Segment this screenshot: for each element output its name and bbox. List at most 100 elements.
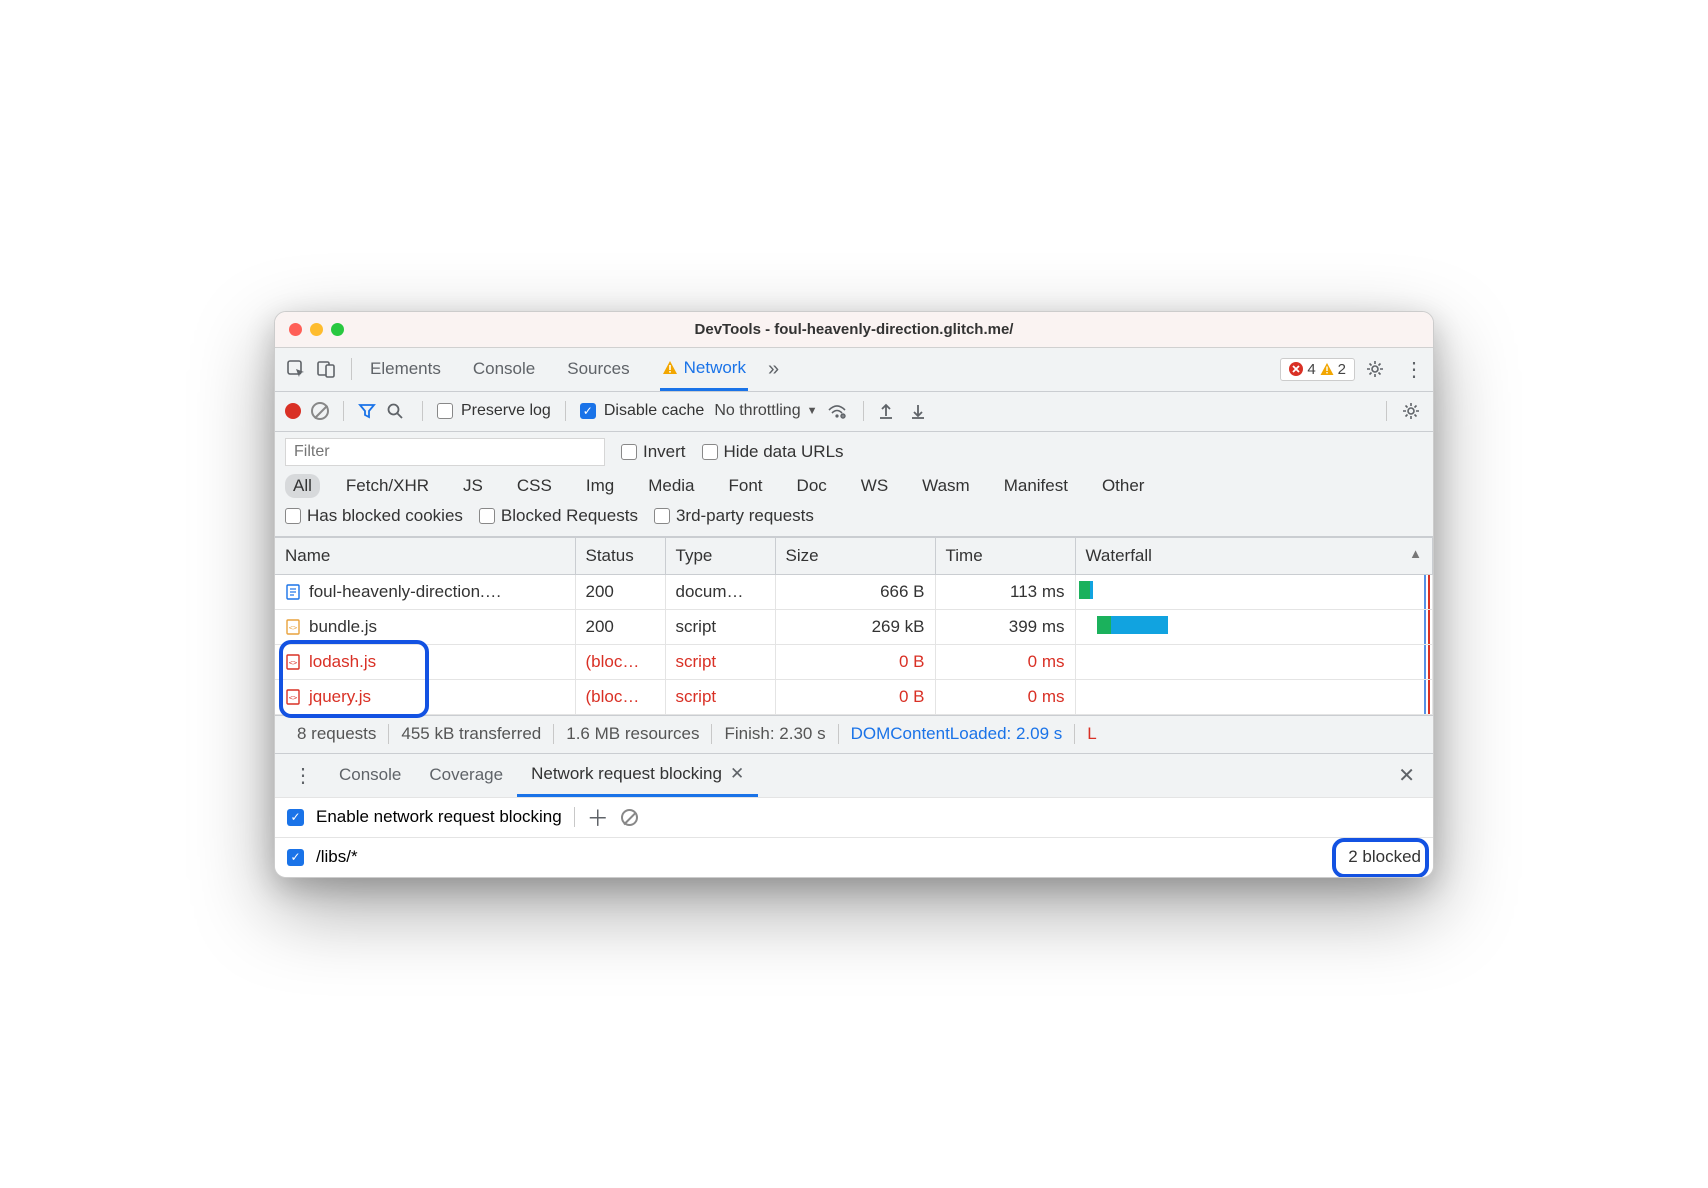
request-time: 399 ms	[935, 609, 1075, 644]
blocked-requests-checkbox[interactable]: Blocked Requests	[479, 506, 638, 526]
throttling-select[interactable]: No throttling ▼	[714, 402, 817, 420]
drawer-tab-coverage[interactable]: Coverage	[415, 755, 517, 795]
close-window-button[interactable]	[289, 323, 302, 336]
third-party-checkbox[interactable]: 3rd-party requests	[654, 506, 814, 526]
request-waterfall	[1075, 574, 1433, 609]
table-row[interactable]: <>lodash.js (bloc… script 0 B 0 ms	[275, 644, 1433, 679]
col-waterfall[interactable]: Waterfall▲	[1075, 537, 1433, 574]
table-row[interactable]: <>jquery.js (bloc… script 0 B 0 ms	[275, 679, 1433, 714]
filter-input[interactable]	[285, 438, 605, 466]
summary-load: L	[1075, 724, 1108, 744]
issue-counts[interactable]: 4 2	[1280, 358, 1355, 381]
type-filter-ws[interactable]: WS	[853, 474, 896, 498]
tabs-overflow-button[interactable]: »	[768, 358, 779, 381]
drawer-more-icon[interactable]: ⋮	[281, 763, 325, 788]
hide-data-urls-checkbox[interactable]: Hide data URLs	[702, 442, 844, 462]
search-icon[interactable]	[386, 402, 408, 420]
summary-requests: 8 requests	[285, 724, 388, 744]
add-pattern-button[interactable]: ＋	[587, 801, 609, 833]
tab-network[interactable]: Network	[660, 348, 748, 391]
zoom-window-button[interactable]	[331, 323, 344, 336]
request-size: 666 B	[775, 574, 935, 609]
summary-finish: Finish: 2.30 s	[712, 724, 837, 744]
type-filter-css[interactable]: CSS	[509, 474, 560, 498]
type-filter-wasm[interactable]: Wasm	[914, 474, 978, 498]
type-filter-other[interactable]: Other	[1094, 474, 1153, 498]
summary-transferred: 455 kB transferred	[389, 724, 553, 744]
device-toolbar-icon[interactable]	[311, 354, 341, 384]
filter-toggle-icon[interactable]	[358, 402, 376, 420]
blocked-requests-label: Blocked Requests	[501, 506, 638, 526]
network-table: Name Status Type Size Time Waterfall▲ fo…	[275, 537, 1433, 715]
col-name[interactable]: Name	[275, 537, 575, 574]
minimize-window-button[interactable]	[310, 323, 323, 336]
type-filter-all[interactable]: All	[285, 474, 320, 498]
disable-cache-label: Disable cache	[604, 402, 705, 420]
invert-checkbox[interactable]: Invert	[621, 442, 686, 462]
type-filter-img[interactable]: Img	[578, 474, 622, 498]
drawer-tab-console[interactable]: Console	[325, 755, 415, 795]
hide-data-urls-label: Hide data URLs	[724, 442, 844, 462]
preserve-log-label: Preserve log	[461, 402, 551, 420]
summary-resources: 1.6 MB resources	[554, 724, 711, 744]
export-har-icon[interactable]	[910, 402, 932, 420]
request-size: 0 B	[775, 644, 935, 679]
has-blocked-label: Has blocked cookies	[307, 506, 463, 526]
drawer-tabs: ⋮ Console Coverage Network request block…	[275, 753, 1433, 797]
type-filter-font[interactable]: Font	[721, 474, 771, 498]
error-icon	[1289, 362, 1303, 376]
remove-all-patterns-button[interactable]	[621, 809, 638, 826]
divider	[351, 358, 352, 380]
table-header-row: Name Status Type Size Time Waterfall▲	[275, 537, 1433, 574]
request-size: 0 B	[775, 679, 935, 714]
invert-label: Invert	[643, 442, 686, 462]
traffic-lights	[275, 323, 344, 336]
enable-blocking-checkbox[interactable]: ✓	[287, 809, 304, 826]
clear-button[interactable]	[311, 402, 329, 420]
tab-elements[interactable]: Elements	[368, 348, 443, 390]
disable-cache-checkbox[interactable]: ✓Disable cache	[580, 402, 705, 420]
import-har-icon[interactable]	[878, 402, 900, 420]
close-tab-icon[interactable]: ✕	[730, 764, 744, 784]
type-filter-media[interactable]: Media	[640, 474, 702, 498]
network-summary: 8 requests 455 kB transferred 1.6 MB res…	[275, 715, 1433, 753]
drawer-close-icon[interactable]: ✕	[1386, 763, 1427, 788]
type-filter-manifest[interactable]: Manifest	[996, 474, 1076, 498]
record-button[interactable]	[285, 403, 301, 419]
request-type: script	[665, 644, 775, 679]
tab-console[interactable]: Console	[471, 348, 537, 390]
table-row[interactable]: <>bundle.js 200 script 269 kB 399 ms	[275, 609, 1433, 644]
table-row[interactable]: foul-heavenly-direction.… 200 docum… 666…	[275, 574, 1433, 609]
file-icon	[285, 584, 301, 600]
type-filter-js[interactable]: JS	[455, 474, 491, 498]
type-filter-fetch-xhr[interactable]: Fetch/XHR	[338, 474, 437, 498]
col-status[interactable]: Status	[575, 537, 665, 574]
col-time[interactable]: Time	[935, 537, 1075, 574]
error-count: 4	[1307, 361, 1315, 378]
request-waterfall	[1075, 644, 1433, 679]
preserve-log-checkbox[interactable]: Preserve log	[437, 402, 551, 420]
tab-sources[interactable]: Sources	[565, 348, 631, 390]
network-settings-icon[interactable]	[1401, 401, 1423, 421]
network-conditions-icon[interactable]	[827, 402, 849, 420]
type-filter-doc[interactable]: Doc	[789, 474, 835, 498]
request-status: 200	[575, 574, 665, 609]
settings-icon[interactable]	[1365, 359, 1391, 379]
tab-label: Console	[473, 359, 535, 379]
has-blocked-cookies-checkbox[interactable]: Has blocked cookies	[285, 506, 463, 526]
pattern-enabled-checkbox[interactable]: ✓	[287, 849, 304, 866]
tab-label: Network	[684, 358, 746, 378]
drawer-tab-blocking[interactable]: Network request blocking ✕	[517, 754, 758, 797]
col-size[interactable]: Size	[775, 537, 935, 574]
request-waterfall	[1075, 609, 1433, 644]
col-type[interactable]: Type	[665, 537, 775, 574]
type-filter-row: All Fetch/XHR JS CSS Img Media Font Doc WS Wasm Ma…	[285, 474, 1423, 498]
titlebar: DevTools - foul-heavenly-direction.glitc…	[275, 312, 1433, 348]
network-table-wrap: Name Status Type Size Time Waterfall▲ fo…	[275, 537, 1433, 715]
request-status: 200	[575, 609, 665, 644]
request-time: 0 ms	[935, 644, 1075, 679]
more-menu-icon[interactable]: ⋮	[1401, 357, 1427, 382]
summary-dcl: DOMContentLoaded: 2.09 s	[839, 724, 1075, 744]
inspect-element-icon[interactable]	[281, 354, 311, 384]
blocking-pattern-row[interactable]: ✓ /libs/* 2 blocked	[275, 837, 1433, 877]
